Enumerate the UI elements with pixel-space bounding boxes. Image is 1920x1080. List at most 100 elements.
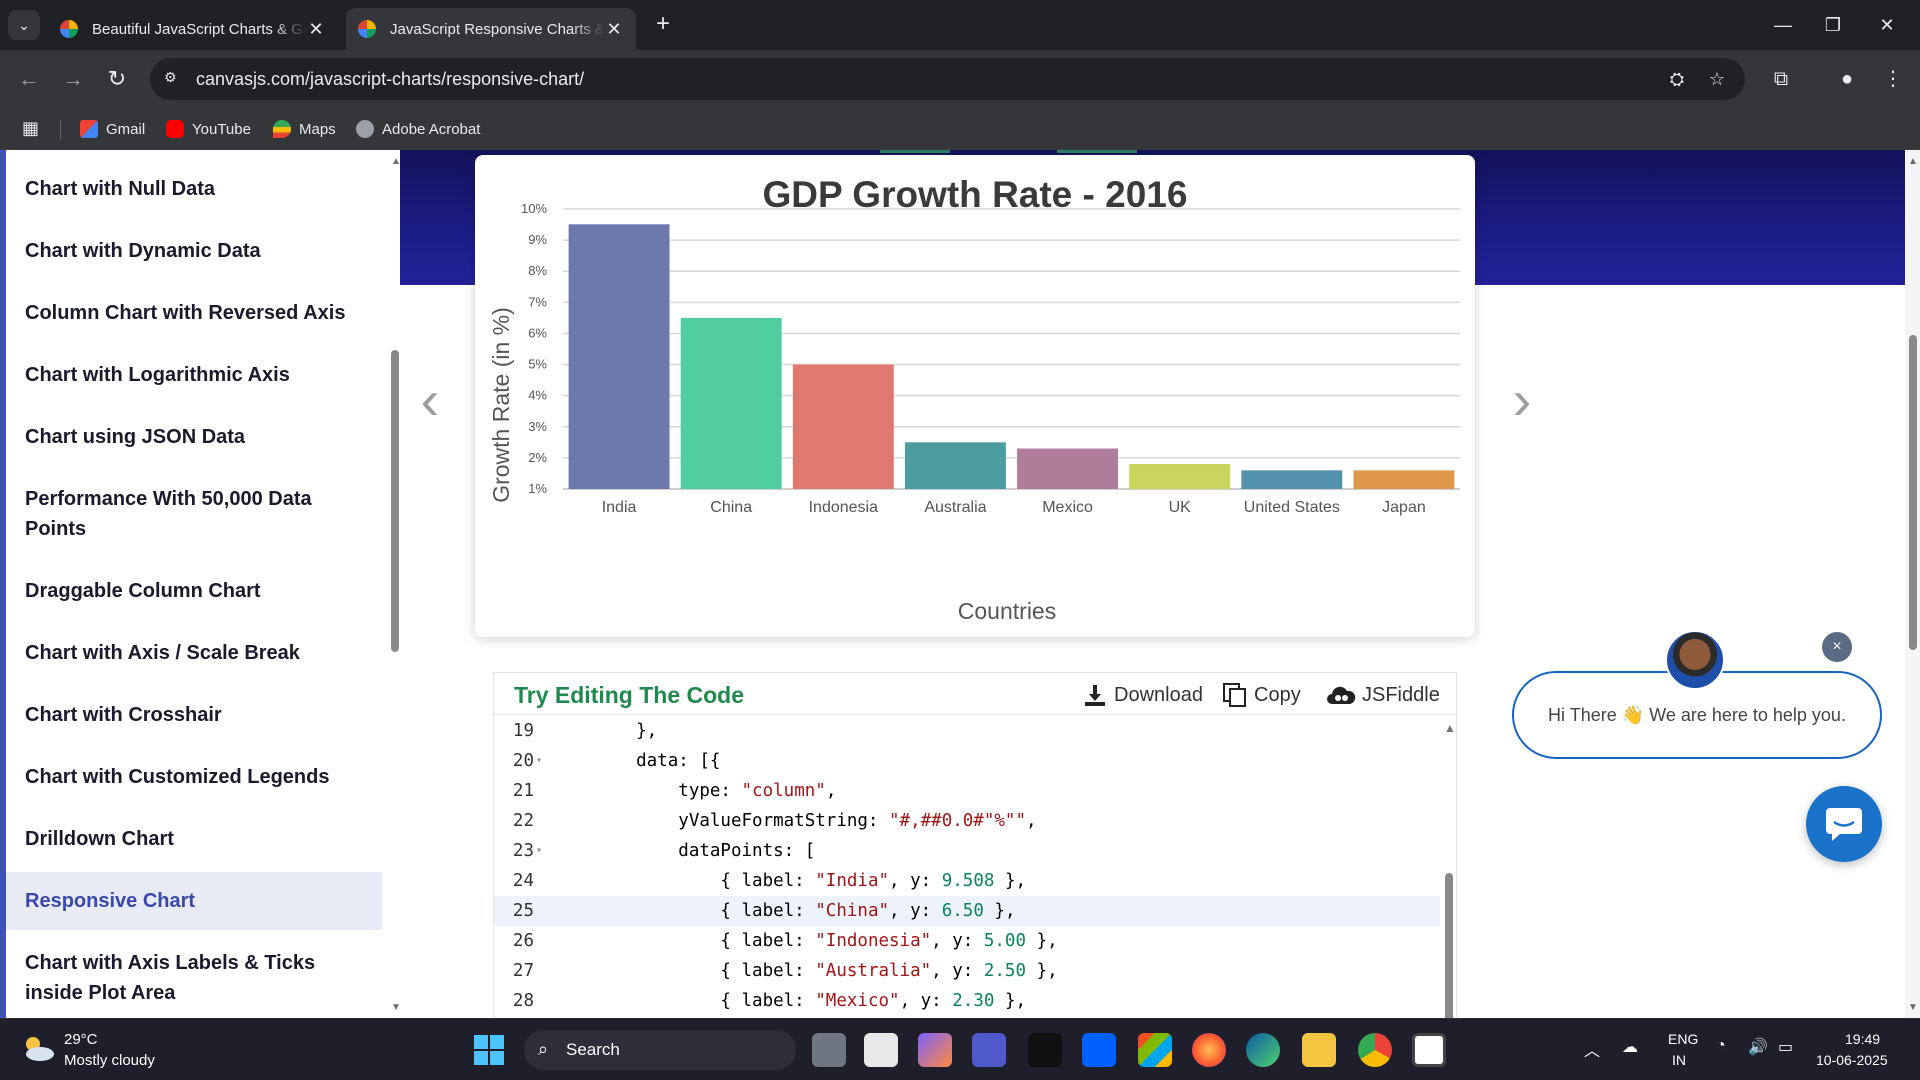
jsfiddle-button[interactable]: JSFiddle bbox=[1326, 681, 1440, 709]
bookmark-gmail[interactable]: Gmail bbox=[80, 116, 145, 142]
battery-icon[interactable]: ▭ bbox=[1778, 1039, 1794, 1056]
close-window-button[interactable]: ✕ bbox=[1864, 10, 1910, 40]
volume-icon[interactable]: 🔊 bbox=[1748, 1039, 1768, 1056]
page-scrollbar-thumb[interactable] bbox=[1909, 335, 1917, 650]
tab-responsive-charts[interactable]: JavaScript Responsive Charts & Graphs ✕ bbox=[346, 8, 636, 50]
scroll-up-arrow-icon[interactable]: ▲ bbox=[391, 156, 400, 167]
show-hidden-icons-chevron-icon[interactable]: ︿ bbox=[1584, 1043, 1601, 1060]
bar-uk[interactable] bbox=[1129, 464, 1231, 489]
task-view-icon[interactable] bbox=[812, 1033, 846, 1067]
address-bar[interactable]: ⚙ canvasjs.com/javascript-charts/respons… bbox=[150, 58, 1745, 100]
carousel-prev-button[interactable]: ‹ bbox=[410, 370, 450, 430]
bar-mexico[interactable] bbox=[1017, 448, 1119, 489]
close-icon[interactable]: ✕ bbox=[308, 18, 324, 39]
code-line[interactable]: 22 yValueFormatString: "#,##0.0#"%"", bbox=[494, 806, 1440, 836]
code-area[interactable]: 19 }, 20 ▾ data: [{ 21 type: "column", 22… bbox=[494, 716, 1456, 1018]
reload-button[interactable]: ↻ bbox=[102, 64, 132, 94]
editor-scrollbar-thumb[interactable] bbox=[1445, 873, 1453, 1018]
bar-united-states[interactable] bbox=[1241, 470, 1343, 489]
chat-close-button[interactable]: × bbox=[1822, 632, 1852, 662]
copilot-icon[interactable] bbox=[918, 1033, 952, 1067]
bar-indonesia[interactable] bbox=[792, 364, 894, 489]
input-region[interactable]: IN bbox=[1672, 1052, 1686, 1068]
firefox-icon[interactable] bbox=[1192, 1033, 1226, 1067]
edge-icon[interactable] bbox=[1246, 1033, 1280, 1067]
sidebar-item-null-data[interactable]: Chart with Null Data bbox=[6, 174, 382, 204]
tab-beautiful-charts[interactable]: Beautiful JavaScript Charts & Graphs ✕ bbox=[48, 8, 338, 50]
teams-icon[interactable] bbox=[972, 1033, 1006, 1067]
bar-india[interactable] bbox=[568, 224, 670, 489]
minimize-button[interactable]: — bbox=[1760, 10, 1806, 40]
code-line[interactable]: 21 type: "column", bbox=[494, 776, 1440, 806]
tradingview-icon[interactable] bbox=[1028, 1033, 1062, 1067]
apps-grid-icon[interactable]: ▦ bbox=[22, 118, 40, 138]
code-line[interactable]: 23 ▾ dataPoints: [ bbox=[494, 836, 1440, 866]
code-line[interactable]: 24 { label: "India", y: 9.508 }, bbox=[494, 866, 1440, 896]
scroll-down-arrow-icon[interactable]: ▼ bbox=[391, 1002, 400, 1013]
site-info-icon[interactable]: ⚙ bbox=[164, 69, 177, 85]
bookmark-adobe-acrobat[interactable]: Adobe Acrobat bbox=[356, 116, 480, 142]
notion-icon[interactable] bbox=[1412, 1033, 1446, 1067]
forward-button[interactable]: → bbox=[58, 64, 88, 94]
taskbar-search[interactable]: ⌕ Search bbox=[524, 1030, 796, 1070]
sidebar-item-scale-break[interactable]: Chart with Axis / Scale Break bbox=[6, 638, 382, 668]
sidebar-item-crosshair[interactable]: Chart with Crosshair bbox=[6, 700, 382, 730]
bar-japan[interactable] bbox=[1353, 470, 1455, 489]
star-icon[interactable]: ☆ bbox=[1708, 69, 1726, 89]
sidebar-item-labels-inside[interactable]: Chart with Axis Labels & Ticks inside Pl… bbox=[6, 948, 376, 1008]
bar-china[interactable] bbox=[680, 317, 782, 489]
code-line-active[interactable]: 25 { label: "China", y: 6.50 }, bbox=[494, 896, 1440, 926]
bar-australia[interactable] bbox=[904, 442, 1006, 489]
sidebar-item-reversed-axis[interactable]: Column Chart with Reversed Axis bbox=[6, 298, 382, 328]
scroll-up-arrow-icon[interactable]: ▲ bbox=[1908, 156, 1918, 167]
cloudy-weather-icon[interactable] bbox=[20, 1033, 56, 1063]
tab-search-button[interactable]: ⌄ bbox=[8, 10, 40, 40]
onedrive-cloud-icon[interactable]: ☁ bbox=[1622, 1039, 1638, 1056]
sidebar-item-responsive-chart[interactable]: Responsive Chart bbox=[6, 872, 382, 930]
wifi-icon[interactable]: ◔ bbox=[1716, 1037, 1726, 1054]
url-text[interactable]: canvasjs.com/javascript-charts/responsiv… bbox=[196, 69, 585, 89]
code-line[interactable]: 27 { label: "Australia", y: 2.50 }, bbox=[494, 956, 1440, 986]
bookmark-maps[interactable]: Maps bbox=[273, 116, 336, 142]
fold-arrow-icon[interactable]: ▾ bbox=[536, 845, 543, 856]
sidebar-item-drilldown[interactable]: Drilldown Chart bbox=[6, 824, 382, 854]
back-button[interactable]: ← bbox=[14, 64, 44, 94]
translate-icon[interactable]: ⛭ bbox=[1669, 69, 1685, 89]
sidebar-item-json-data[interactable]: Chart using JSON Data bbox=[6, 422, 382, 452]
clock-date[interactable]: 10-06-2025 bbox=[1816, 1052, 1888, 1068]
code-line[interactable]: 28 { label: "Mexico", y: 2.30 }, bbox=[494, 986, 1440, 1016]
sidebar-item-customized-legends[interactable]: Chart with Customized Legends bbox=[6, 762, 382, 792]
profile-avatar-icon[interactable]: ● bbox=[1840, 68, 1854, 90]
new-tab-button[interactable]: + bbox=[650, 12, 676, 38]
code-line[interactable]: 19 }, bbox=[494, 716, 1440, 746]
dropbox-icon[interactable] bbox=[1082, 1033, 1116, 1067]
input-language[interactable]: ENG bbox=[1668, 1031, 1699, 1047]
close-icon[interactable]: ✕ bbox=[606, 18, 622, 39]
microsoft-store-icon[interactable] bbox=[1138, 1033, 1172, 1067]
extensions-icon[interactable]: ⧉ bbox=[1773, 68, 1789, 90]
clock-time[interactable]: 19:49 bbox=[1845, 1031, 1881, 1047]
sidebar-item-dynamic-data[interactable]: Chart with Dynamic Data bbox=[6, 236, 382, 266]
copy-button[interactable]: Copy bbox=[1222, 681, 1301, 709]
sidebar-item-performance[interactable]: Performance With 50,000 Data Points bbox=[6, 484, 336, 544]
bookmark-youtube[interactable]: YouTube bbox=[166, 116, 251, 142]
carousel-next-button[interactable]: › bbox=[1502, 370, 1542, 430]
restore-button[interactable]: ❐ bbox=[1810, 10, 1856, 40]
menu-kebab-icon[interactable]: ⋮ bbox=[1883, 68, 1903, 90]
chat-launcher-button[interactable] bbox=[1806, 786, 1882, 862]
weather-temperature[interactable]: 29°C bbox=[64, 1031, 98, 1048]
weather-description[interactable]: Mostly cloudy bbox=[64, 1052, 155, 1069]
fold-arrow-icon[interactable]: ▾ bbox=[536, 755, 543, 766]
code-line[interactable]: 26 { label: "Indonesia", y: 5.00 }, bbox=[494, 926, 1440, 956]
download-button[interactable]: Download bbox=[1082, 681, 1203, 709]
sidebar-scrollbar-thumb[interactable] bbox=[391, 350, 399, 652]
sidebar-item-logarithmic-axis[interactable]: Chart with Logarithmic Axis bbox=[6, 360, 382, 390]
amazon-icon[interactable] bbox=[864, 1033, 898, 1067]
file-explorer-icon[interactable] bbox=[1302, 1033, 1336, 1067]
scroll-up-arrow-icon[interactable]: ▲ bbox=[1444, 721, 1456, 735]
chrome-icon[interactable] bbox=[1358, 1033, 1392, 1067]
windows-start-button[interactable] bbox=[474, 1035, 504, 1065]
code-line[interactable]: 20 ▾ data: [{ bbox=[494, 746, 1440, 776]
column-chart[interactable]: GDP Growth Rate - 2016 Growth Rate (in %… bbox=[475, 155, 1475, 637]
sidebar-item-draggable-column[interactable]: Draggable Column Chart bbox=[6, 576, 382, 606]
